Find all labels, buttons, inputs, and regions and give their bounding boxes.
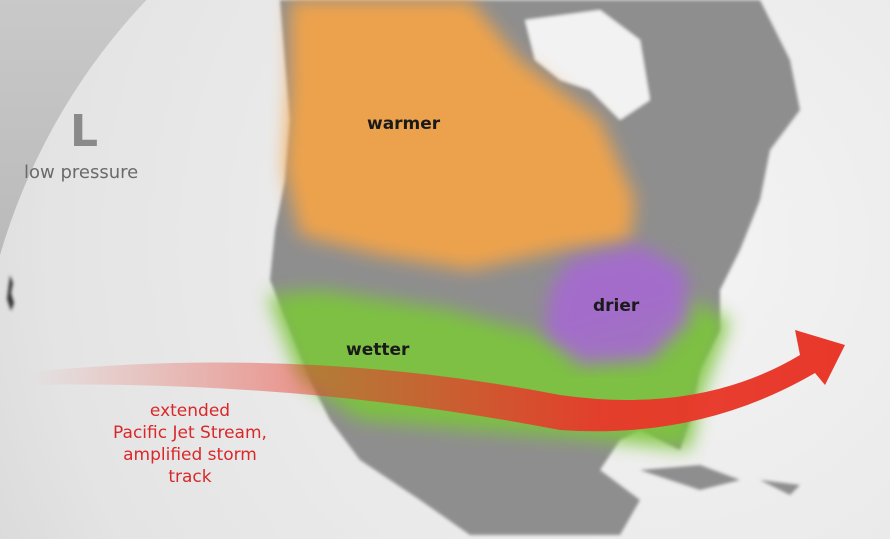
drier-label: drier xyxy=(593,296,640,316)
jet-stream-label: extended Pacific Jet Stream, amplified s… xyxy=(90,400,290,488)
warmer-region xyxy=(285,0,635,270)
wetter-label: wetter xyxy=(346,340,410,360)
drier-region xyxy=(545,245,690,365)
jet-stream-arrow xyxy=(30,330,845,432)
low-pressure-symbol: L xyxy=(70,106,99,157)
jet-stream-label-line: amplified storm xyxy=(123,445,257,465)
warmer-label: warmer xyxy=(367,114,441,134)
jet-stream-label-line: track xyxy=(168,467,212,487)
jet-stream-label-line: Pacific Jet Stream, xyxy=(113,423,267,443)
low-pressure-label: low pressure xyxy=(24,162,139,183)
jet-stream-label-line: extended xyxy=(149,401,231,421)
